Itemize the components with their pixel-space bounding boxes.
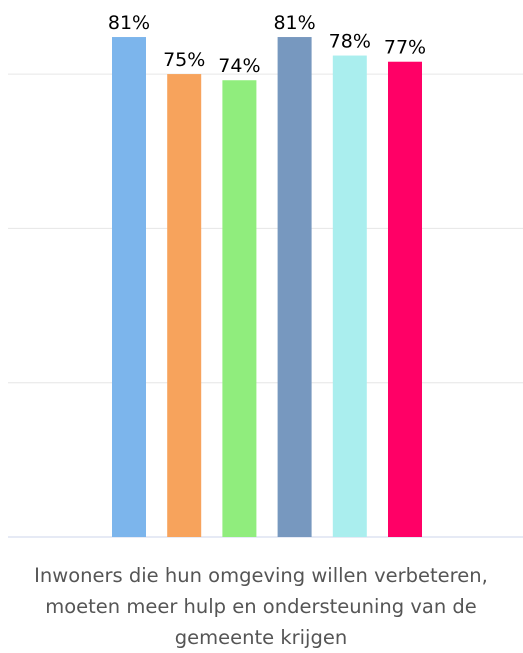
data-label: 75%	[163, 49, 205, 71]
bar	[167, 74, 202, 537]
x-category-label: Inwoners die hun omgeving willen verbete…	[34, 564, 488, 649]
data-label: 77%	[384, 37, 426, 59]
data-label: 81%	[273, 12, 315, 34]
bar	[277, 37, 312, 537]
bar	[222, 80, 257, 537]
bar	[112, 37, 146, 537]
chart: 81% 75% 74% 81% 78% 77%	[8, 12, 523, 538]
bar	[388, 61, 422, 538]
data-label: 78%	[329, 31, 371, 53]
bar	[332, 55, 367, 537]
data-label: 74%	[218, 55, 260, 77]
data-label: 81%	[108, 12, 150, 34]
